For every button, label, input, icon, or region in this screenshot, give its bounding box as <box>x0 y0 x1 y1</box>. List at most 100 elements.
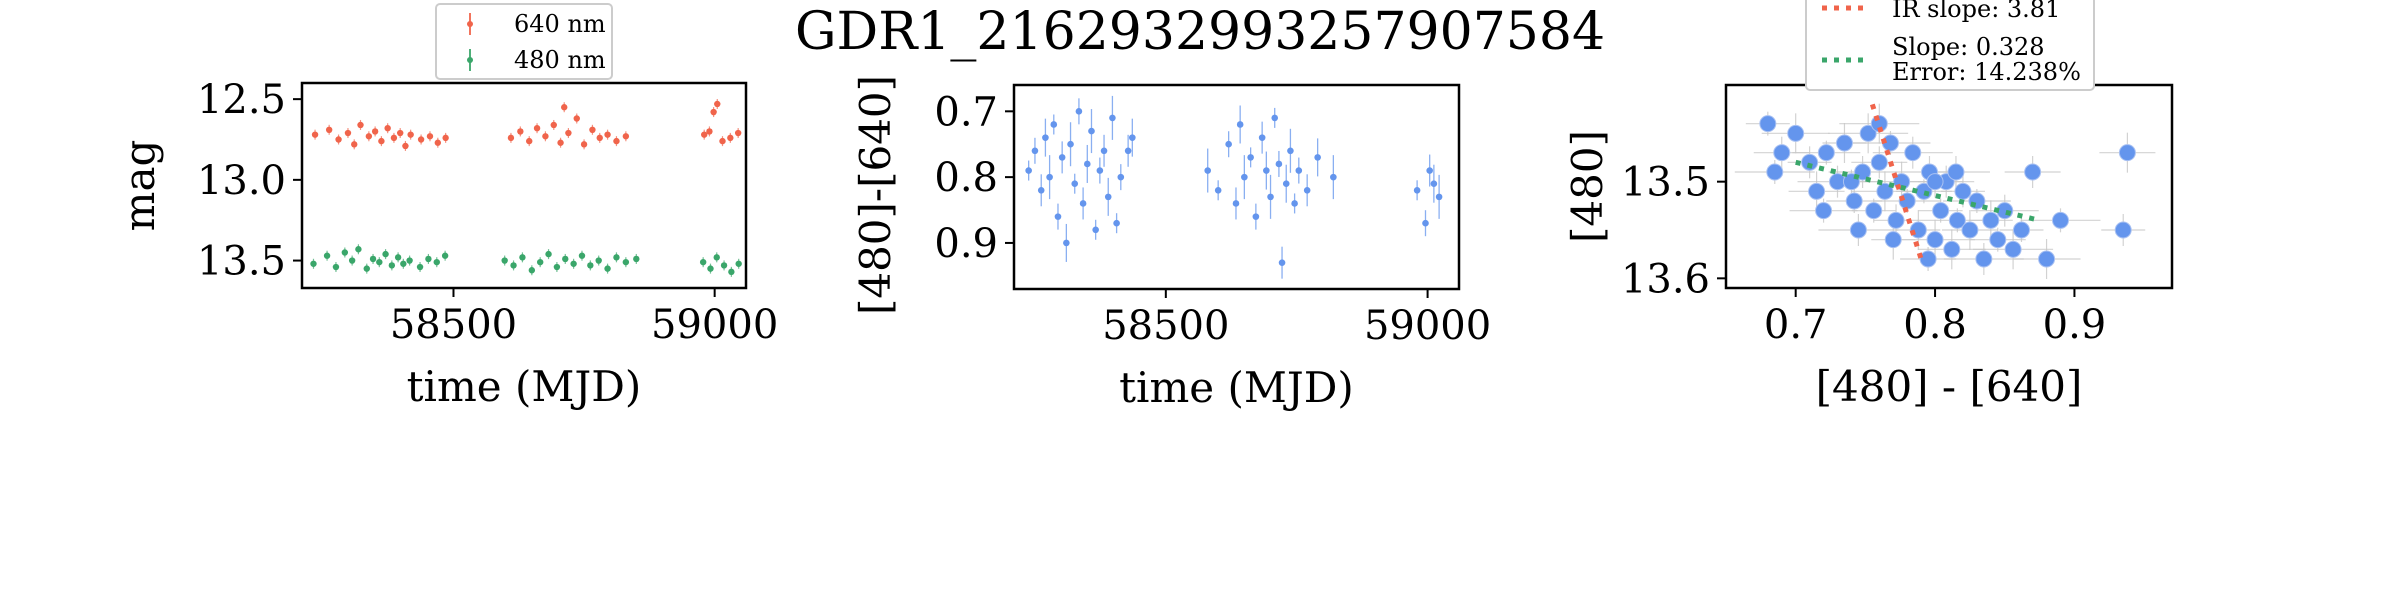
light-curve-error-bars <box>312 98 740 277</box>
point-color-magnitude <box>1865 202 1883 220</box>
point-color <box>1088 127 1095 135</box>
point-color-magnitude <box>1801 153 1819 171</box>
light-curve-ticks: 58500 59000 12.5 13.0 13.5 <box>197 77 778 348</box>
point-color <box>1067 140 1074 148</box>
point-640nm <box>596 134 603 142</box>
point-color <box>1100 147 1108 155</box>
point-color <box>1278 259 1286 266</box>
color-magnitude-panel: 0.7 0.8 0.9 13.5 13.6 [480] - [640] [480] IR… <box>1563 0 2174 411</box>
point-640nm <box>378 137 385 145</box>
point-color-magnitude <box>1954 182 1972 200</box>
point-color-magnitude <box>2038 250 2056 268</box>
point-color <box>1063 239 1070 247</box>
p3-ytick-label: 13.5 <box>1621 160 1710 206</box>
color-curve-panel: 58500 59000 0.7 0.8 0.9 time (MJD) [480]-[64… <box>851 75 1491 412</box>
color-magnitude-legend-box <box>1805 0 2095 91</box>
point-640nm <box>351 141 358 148</box>
point-color-magnitude <box>1766 163 1784 181</box>
point-480nm <box>553 263 561 271</box>
point-color-magnitude <box>2114 221 2132 239</box>
point-color-magnitude <box>1787 124 1805 142</box>
point-color <box>1129 134 1136 141</box>
point-480nm <box>510 262 517 269</box>
point-480nm <box>388 262 396 269</box>
point-480nm <box>578 252 586 259</box>
point-480nm <box>622 258 630 266</box>
point-640nm <box>573 115 580 122</box>
point-color <box>1031 147 1039 155</box>
point-640nm <box>517 128 524 135</box>
color-curve-y-axis-label: [480]-[640] <box>851 75 900 315</box>
point-640nm <box>734 129 742 137</box>
point-color-magnitude <box>1947 163 1965 181</box>
ir-slope-line <box>1869 103 1924 260</box>
point-color <box>1252 213 1260 220</box>
point-640nm <box>397 129 404 137</box>
point-color-magnitude <box>1849 221 1867 239</box>
point-480nm <box>735 260 742 267</box>
point-color <box>1225 140 1232 148</box>
p2-ytick-label: 0.9 <box>934 221 998 267</box>
point-480nm <box>425 255 432 263</box>
point-color-magnitude <box>2118 144 2136 162</box>
point-color-magnitude <box>1835 134 1853 152</box>
point-color-magnitude <box>1932 202 1950 220</box>
point-color <box>1282 180 1290 188</box>
point-color <box>1092 226 1099 234</box>
point-color <box>1291 200 1298 207</box>
point-640nm <box>710 108 717 116</box>
point-color <box>1075 108 1083 115</box>
point-480nm <box>699 258 707 266</box>
point-color-magnitude <box>2004 240 2022 258</box>
point-color-magnitude <box>1909 221 1927 239</box>
point-640nm <box>604 131 611 138</box>
point-640nm <box>407 131 414 138</box>
point-color <box>1113 219 1120 227</box>
point-color-magnitude <box>2024 163 2042 181</box>
point-color-magnitude <box>1887 211 1905 229</box>
point-480nm <box>406 257 413 264</box>
point-color <box>1046 173 1053 181</box>
point-color <box>1232 200 1240 207</box>
point-color-magnitude <box>1926 231 1944 249</box>
point-color <box>1295 167 1303 174</box>
point-color <box>1422 219 1429 227</box>
point-480nm <box>382 250 389 258</box>
point-color-magnitude <box>1919 250 1937 268</box>
point-480nm <box>728 268 735 276</box>
point-color-magnitude <box>1759 115 1777 133</box>
point-640nm <box>335 136 342 143</box>
color-magnitude-y-axis-label: [480] <box>1563 130 1612 243</box>
light-curve-axes-frame <box>300 81 748 290</box>
legend-fit-slope-label: Slope: 0.328 <box>1892 33 2045 61</box>
point-480nm <box>441 252 449 259</box>
point-640nm <box>727 134 734 142</box>
point-480nm <box>332 263 340 271</box>
point-640nm <box>613 137 620 145</box>
point-color-magnitude <box>1982 211 2000 229</box>
point-480nm <box>394 254 402 261</box>
point-480nm <box>604 265 611 272</box>
point-color-magnitude <box>1943 240 1961 258</box>
point-480nm <box>545 250 552 258</box>
point-480nm <box>713 254 720 261</box>
point-color <box>1117 173 1125 181</box>
point-480nm <box>341 249 349 256</box>
point-640nm <box>344 129 352 137</box>
point-480nm <box>433 258 440 266</box>
point-640nm <box>311 131 319 138</box>
legend-fit-error-label: Error: 14.238% <box>1892 58 2081 86</box>
point-color-magnitude <box>1808 182 1826 200</box>
light-curve-y-axis-label: mag <box>115 140 164 232</box>
point-color <box>1214 186 1222 194</box>
point-color <box>1241 173 1248 181</box>
point-color <box>1314 154 1321 161</box>
point-color-magnitude <box>1817 144 1835 162</box>
point-640nm <box>706 128 713 135</box>
point-color-magnitude <box>1926 173 1944 191</box>
point-480nm <box>416 263 424 271</box>
light-curve-legend-box <box>435 3 613 80</box>
p1-ytick-label: 13.5 <box>197 239 286 285</box>
point-color-magnitude <box>1773 144 1791 162</box>
point-color-magnitude <box>2052 211 2069 229</box>
